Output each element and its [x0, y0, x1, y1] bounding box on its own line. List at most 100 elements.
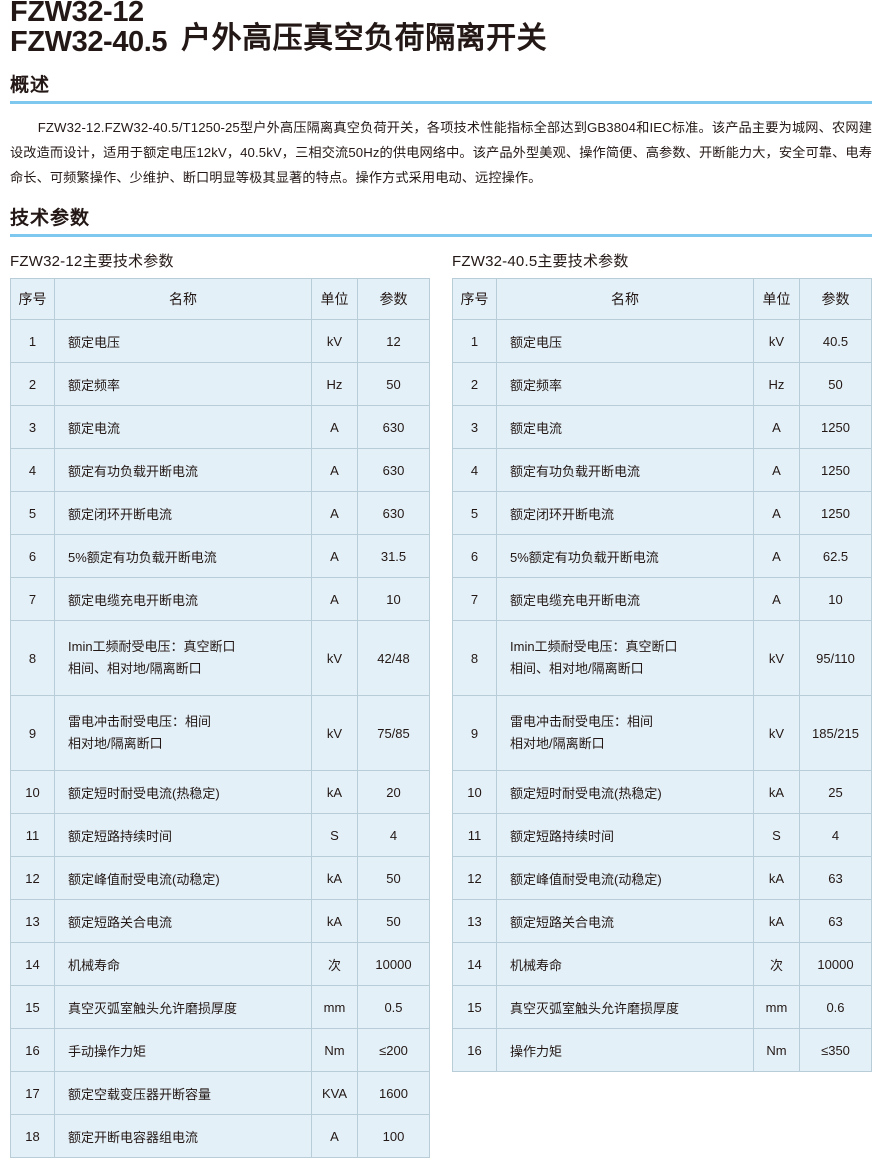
- table-row: 10 额定短时耐受电流(热稳定) kA 20: [10, 770, 430, 815]
- cell-param: ≤350: [799, 1028, 872, 1073]
- cell-no: 7: [10, 577, 55, 622]
- cell-param: 20: [357, 770, 430, 815]
- cell-unit: A: [311, 448, 358, 493]
- cell-no: 10: [452, 770, 497, 815]
- column-header-param: 参数: [357, 278, 430, 321]
- cell-unit: kV: [753, 695, 800, 772]
- cell-unit: A: [311, 405, 358, 450]
- cell-name-text: 雷电冲击耐受电压：相间 相对地/隔离断口: [510, 714, 654, 752]
- cell-name-text: Imin工频耐受电压：真空断口 相间、相对地/隔离断口: [510, 639, 678, 677]
- cell-name: 额定开断电容器组电流: [54, 1114, 312, 1158]
- cell-name: 雷电冲击耐受电压：相间 相对地/隔离断口: [54, 695, 312, 772]
- cell-unit: kV: [311, 695, 358, 772]
- overview-heading: 概述: [10, 75, 51, 96]
- cell-name: 额定电缆充电开断电流: [54, 577, 312, 622]
- cell-param: 63: [799, 899, 872, 944]
- cell-no: 2: [452, 362, 497, 407]
- cell-unit: kV: [753, 620, 800, 697]
- cell-param: 1600: [357, 1071, 430, 1116]
- cell-param: 630: [357, 448, 430, 493]
- cell-unit: kA: [753, 770, 800, 815]
- cell-no: 2: [10, 362, 55, 407]
- cell-name: 额定短路关合电流: [54, 899, 312, 944]
- cell-name: 5%额定有功负载开断电流: [54, 534, 312, 579]
- cell-param: 50: [357, 856, 430, 901]
- spec-table-block-fzw32-12: FZW32-12主要技术参数 序号 名称 单位 参数 1 额定电压 kV 12 2 额定频…: [10, 250, 430, 1158]
- cell-unit: A: [311, 534, 358, 579]
- table-row: 1 额定电压 kV 40.5: [452, 319, 872, 364]
- cell-no: 9: [452, 695, 497, 772]
- table-row: 11 额定短路持续时间 S 4: [452, 813, 872, 858]
- cell-unit: A: [311, 1114, 358, 1158]
- spec-table-caption-fzw32-12: FZW32-12主要技术参数: [10, 253, 174, 271]
- table-row: 10 额定短时耐受电流(热稳定) kA 25: [452, 770, 872, 815]
- cell-name: 额定有功负载开断电流: [54, 448, 312, 493]
- cell-unit: mm: [311, 985, 358, 1030]
- table-row: 6 5%额定有功负载开断电流 A 62.5: [452, 534, 872, 579]
- cell-no: 16: [10, 1028, 55, 1073]
- spec-table-body-fzw32-12: 1 额定电压 kV 12 2 额定频率 Hz 50 3 额定电流 A 630 4 额定有功负载开断电流 A 6…: [10, 319, 430, 1158]
- cell-no: 17: [10, 1071, 55, 1116]
- cell-param: 630: [357, 491, 430, 536]
- table-row: 7 额定电缆充电开断电流 A 10: [452, 577, 872, 622]
- cell-no: 15: [452, 985, 497, 1030]
- spec-table-caption-fzw32-40-5: FZW32-40.5主要技术参数: [452, 253, 629, 271]
- cell-no: 15: [10, 985, 55, 1030]
- cell-unit: A: [753, 577, 800, 622]
- specs-tables-container: FZW32-12主要技术参数 序号 名称 单位 参数 1 额定电压 kV 12 2 额定频…: [10, 250, 872, 1158]
- cell-unit: A: [311, 577, 358, 622]
- cell-name: 手动操作力矩: [54, 1028, 312, 1073]
- table-row: 15 真空灭弧室触头允许磨损厚度 mm 0.5: [10, 985, 430, 1030]
- table-row: 5 额定闭环开断电流 A 630: [10, 491, 430, 536]
- cell-no: 6: [452, 534, 497, 579]
- cell-no: 8: [452, 620, 497, 697]
- cell-param: 10000: [799, 942, 872, 987]
- table-row: 12 额定峰值耐受电流(动稳定) kA 50: [10, 856, 430, 901]
- cell-name: 额定短时耐受电流(热稳定): [54, 770, 312, 815]
- table-row: 11 额定短路持续时间 S 4: [10, 813, 430, 858]
- table-header-row: 序号 名称 单位 参数: [452, 278, 872, 321]
- cell-param: 10: [799, 577, 872, 622]
- cell-unit: S: [311, 813, 358, 858]
- cell-param: 4: [799, 813, 872, 858]
- cell-unit: Nm: [311, 1028, 358, 1073]
- cell-no: 7: [452, 577, 497, 622]
- cell-param: 50: [799, 362, 872, 407]
- overview-section: 概述 FZW32-12.FZW32-40.5/T1250-25型户外高压隔离真空…: [10, 70, 872, 190]
- cell-no: 11: [452, 813, 497, 858]
- table-row: 6 5%额定有功负载开断电流 A 31.5: [10, 534, 430, 579]
- product-name-title: 户外高压真空负荷隔离开关: [181, 22, 548, 55]
- cell-name: 操作力矩: [496, 1028, 754, 1073]
- cell-no: 12: [452, 856, 497, 901]
- table-row: 16 操作力矩 Nm ≤350: [452, 1028, 872, 1073]
- table-row: 4 额定有功负载开断电流 A 630: [10, 448, 430, 493]
- cell-param: 10000: [357, 942, 430, 987]
- cell-unit: S: [753, 813, 800, 858]
- cell-name: 额定电流: [54, 405, 312, 450]
- table-row: 1 额定电压 kV 12: [10, 319, 430, 364]
- cell-unit: kA: [311, 856, 358, 901]
- cell-no: 4: [10, 448, 55, 493]
- cell-unit: A: [753, 448, 800, 493]
- cell-name-text: 雷电冲击耐受电压：相间 相对地/隔离断口: [68, 714, 212, 752]
- cell-no: 8: [10, 620, 55, 697]
- cell-name: 额定电压: [54, 319, 312, 364]
- cell-no: 14: [452, 942, 497, 987]
- table-row: 8 Imin工频耐受电压：真空断口 相间、相对地/隔离断口 kV 42/48: [10, 620, 430, 697]
- cell-param: 185/215: [799, 695, 872, 772]
- cell-no: 1: [452, 319, 497, 364]
- overview-heading-rule: [10, 101, 872, 104]
- specs-section: 技术参数 FZW32-12主要技术参数 序号 名称 单位 参数: [10, 203, 872, 1158]
- cell-name: 机械寿命: [54, 942, 312, 987]
- table-row: 7 额定电缆充电开断电流 A 10: [10, 577, 430, 622]
- cell-unit: kA: [311, 770, 358, 815]
- overview-paragraph: FZW32-12.FZW32-40.5/T1250-25型户外高压隔离真空负荷开…: [10, 120, 872, 185]
- cell-name-text: Imin工频耐受电压：真空断口 相间、相对地/隔离断口: [68, 639, 236, 677]
- cell-name: 额定闭环开断电流: [54, 491, 312, 536]
- cell-no: 5: [10, 491, 55, 536]
- cell-no: 14: [10, 942, 55, 987]
- cell-param: 62.5: [799, 534, 872, 579]
- spec-table-fzw32-12: 序号 名称 单位 参数 1 额定电压 kV 12 2 额定频率 Hz 50 3 额定电流 A 630 4…: [10, 278, 430, 1158]
- cell-name: 额定峰值耐受电流(动稳定): [496, 856, 754, 901]
- table-row: 12 额定峰值耐受电流(动稳定) kA 63: [452, 856, 872, 901]
